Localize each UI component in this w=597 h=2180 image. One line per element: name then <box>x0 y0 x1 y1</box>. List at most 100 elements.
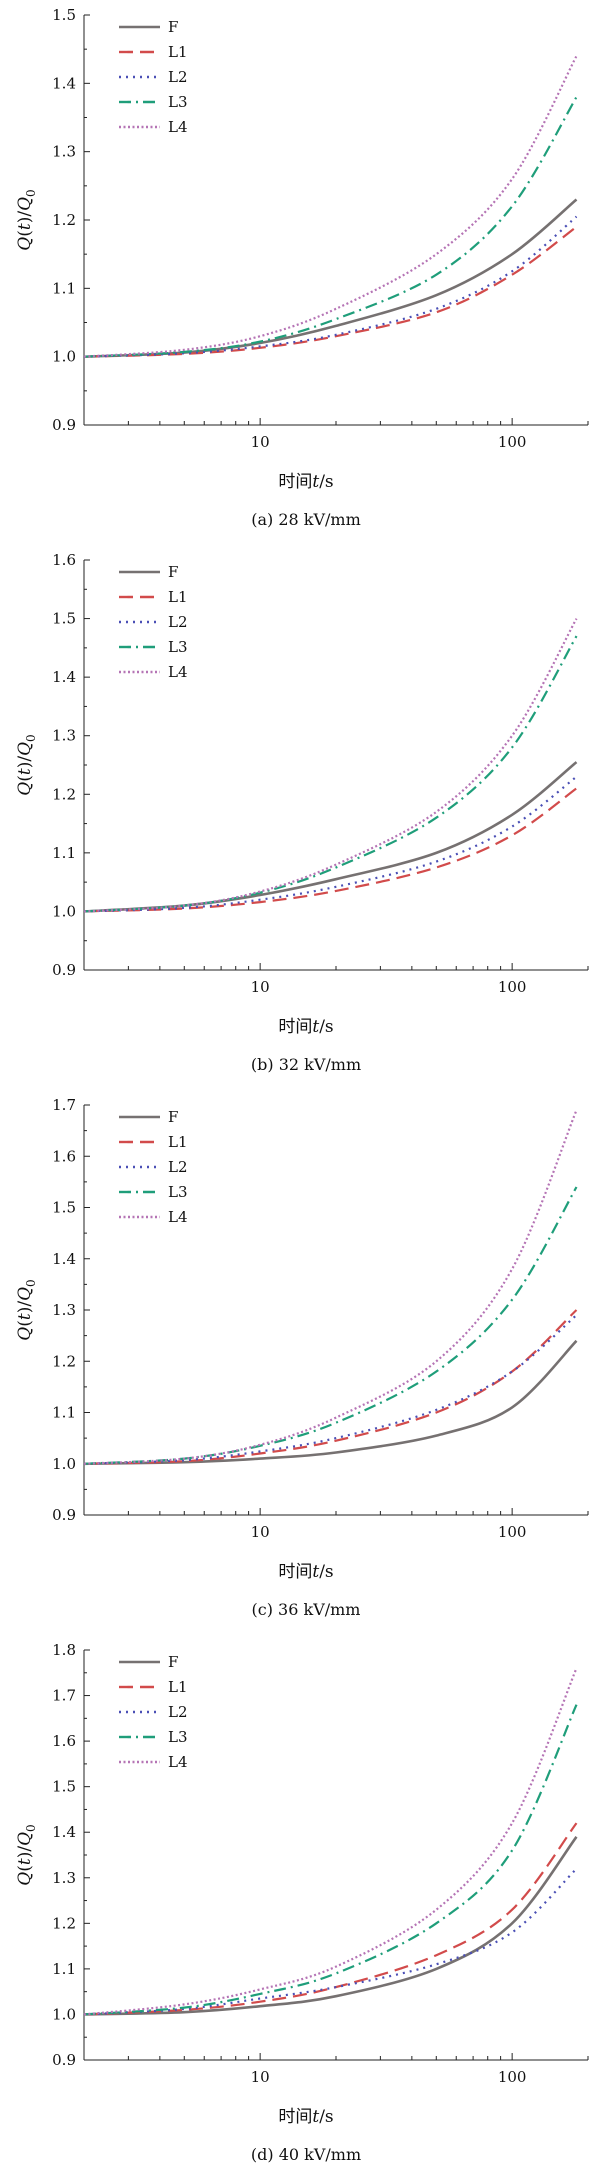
x-axis-title: 时间t/s <box>278 1562 333 1582</box>
series-line-L2 <box>83 215 578 358</box>
y-tick-label: 1.4 <box>52 668 76 686</box>
y-tick-label: 1.1 <box>52 844 76 862</box>
series-line-L3 <box>83 1704 578 2016</box>
y-tick-label: 1.8 <box>52 1641 76 1659</box>
series-line-L4 <box>83 1667 578 2016</box>
chart-caption: (d) 40 kV/mm <box>251 2145 361 2164</box>
legend-label: L3 <box>168 638 188 656</box>
y-tick-label: 1.5 <box>52 610 76 628</box>
legend-label: F <box>168 563 178 581</box>
legend-label: L3 <box>168 1728 188 1746</box>
legend-label: L2 <box>168 613 188 631</box>
y-tick-label: 1.6 <box>52 1147 76 1165</box>
y-tick-label: 1.4 <box>52 1823 76 1841</box>
y-axis-title: Q(t)/Q0 <box>15 1279 38 1340</box>
x-tick-label: 10 <box>251 978 270 996</box>
series-line-F <box>83 1836 578 2016</box>
series-line-L4 <box>83 55 578 358</box>
y-tick-label: 1.2 <box>52 785 76 803</box>
legend-label: L4 <box>168 1208 188 1226</box>
legend-label: L2 <box>168 1703 188 1721</box>
y-tick-label: 1.6 <box>52 1732 76 1750</box>
x-axis-title: 时间t/s <box>278 2107 333 2127</box>
chart-caption: (c) 36 kV/mm <box>252 1600 361 1619</box>
x-tick-label: 100 <box>498 978 527 996</box>
y-tick-label: 1.5 <box>52 1778 76 1796</box>
series-line-L1 <box>83 225 578 358</box>
y-tick-label: 1.2 <box>52 1914 76 1932</box>
x-tick-label: 100 <box>498 2068 527 2086</box>
series-line-L3 <box>83 1186 578 1465</box>
series-line-L3 <box>83 96 578 358</box>
legend-label: F <box>168 1108 178 1126</box>
y-tick-label: 1.5 <box>52 6 76 24</box>
legend-label: F <box>168 1653 178 1671</box>
y-tick-label: 1.6 <box>52 551 76 569</box>
legend-label: L1 <box>168 1133 188 1151</box>
y-tick-label: 1.3 <box>52 1869 76 1887</box>
legend: F L1 L2 L3 L4 <box>119 563 188 681</box>
series-line-L2 <box>83 775 578 913</box>
legend: F L1 L2 L3 L4 <box>119 1108 188 1226</box>
y-axis-title: Q(t)/Q0 <box>15 1824 38 1885</box>
x-axis-title: 时间t/s <box>278 472 333 492</box>
series-line-L4 <box>83 618 578 913</box>
y-tick-label: 1.0 <box>52 2005 76 2023</box>
chart-caption: (a) 28 kV/mm <box>251 510 361 529</box>
chart-panel-1: 0.9 1.0 1.1 1.2 1.3 1.4 1.5 1.6 10 100 F L1 L2 L3 L4 时间… <box>15 551 589 1074</box>
y-tick-label: 1.0 <box>52 1455 76 1473</box>
y-tick-label: 0.9 <box>52 2051 76 2069</box>
y-tick-label: 1.0 <box>52 348 76 366</box>
legend-label: L1 <box>168 588 188 606</box>
legend-label: L2 <box>168 1158 188 1176</box>
legend-label: L2 <box>168 68 188 86</box>
y-tick-label: 0.9 <box>52 1506 76 1524</box>
series-line-F <box>83 198 578 358</box>
y-tick-label: 1.7 <box>52 1687 76 1705</box>
x-tick-label: 10 <box>251 433 270 451</box>
legend-label: L4 <box>168 663 188 681</box>
y-tick-label: 1.3 <box>52 727 76 745</box>
legend-label: L4 <box>168 1753 188 1771</box>
y-tick-label: 1.2 <box>52 211 76 229</box>
y-axis-title: Q(t)/Q0 <box>15 734 38 795</box>
chart-panel-3: 0.9 1.0 1.1 1.2 1.3 1.4 1.5 1.6 1.7 1.8 10 100 F L1 L2… <box>15 1641 589 2164</box>
legend-label: L3 <box>168 93 188 111</box>
legend-label: L1 <box>168 1678 188 1696</box>
legend: F L1 L2 L3 L4 <box>119 18 188 136</box>
x-tick-label: 10 <box>251 2068 270 2086</box>
x-tick-label: 100 <box>498 1523 527 1541</box>
y-tick-label: 1.0 <box>52 902 76 920</box>
chart-panel-0: 0.9 1.0 1.1 1.2 1.3 1.4 1.5 10 100 F L1 L2 L3 L4 时间t/s… <box>15 6 589 529</box>
series-line-L2 <box>83 1314 578 1465</box>
legend-label: L3 <box>168 1183 188 1201</box>
y-tick-label: 1.5 <box>52 1199 76 1217</box>
y-tick-label: 0.9 <box>52 961 76 979</box>
series-line-L1 <box>83 1822 578 2016</box>
y-tick-label: 1.7 <box>52 1096 76 1114</box>
chart-caption: (b) 32 kV/mm <box>251 1055 361 1074</box>
y-tick-label: 1.2 <box>52 1352 76 1370</box>
series-line-F <box>83 761 578 913</box>
y-tick-label: 1.3 <box>52 1301 76 1319</box>
y-axis-title: Q(t)/Q0 <box>15 189 38 250</box>
chart-panel-2: 0.9 1.0 1.1 1.2 1.3 1.4 1.5 1.6 1.7 10 100 F L1 L2 L3 L… <box>15 1096 589 1619</box>
legend-label: F <box>168 18 178 36</box>
y-tick-label: 1.1 <box>52 1960 76 1978</box>
series-line-L1 <box>83 1309 578 1465</box>
y-tick-label: 1.1 <box>52 279 76 297</box>
x-tick-label: 10 <box>251 1523 270 1541</box>
x-axis-title: 时间t/s <box>278 1017 333 1037</box>
series-line-L3 <box>83 635 578 913</box>
y-tick-label: 1.4 <box>52 74 76 92</box>
y-tick-label: 1.3 <box>52 143 76 161</box>
series-line-L2 <box>83 1867 578 2016</box>
series-line-F <box>83 1339 578 1466</box>
legend-label: L4 <box>168 118 188 136</box>
y-tick-label: 1.4 <box>52 1250 76 1268</box>
y-tick-label: 1.1 <box>52 1404 76 1422</box>
legend-label: L1 <box>168 43 188 61</box>
legend: F L1 L2 L3 L4 <box>119 1653 188 1771</box>
x-tick-label: 100 <box>498 433 527 451</box>
